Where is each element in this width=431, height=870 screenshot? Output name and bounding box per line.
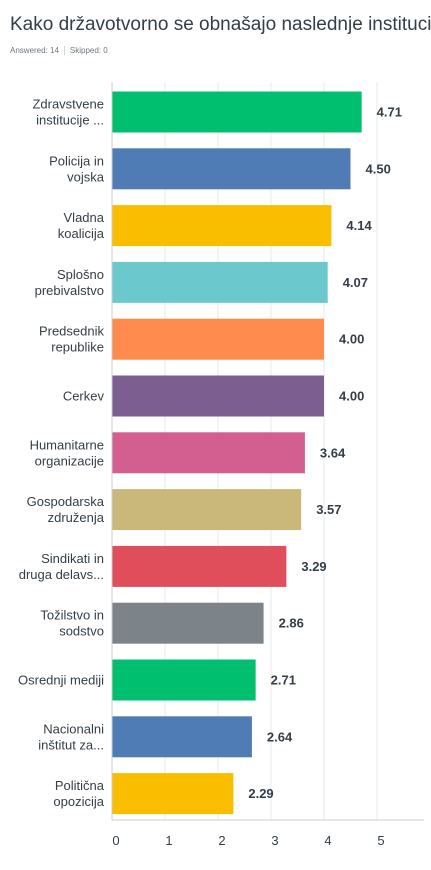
value-label: 2.29 <box>248 786 273 801</box>
x-tick-label: 4 <box>324 833 331 848</box>
category-label-line: Tožilstvo in <box>40 608 104 623</box>
bar <box>112 716 252 758</box>
category-label: Predsednik republike <box>39 324 105 355</box>
value-label: 4.14 <box>346 218 372 233</box>
category-label-line: Cerkev <box>63 389 105 404</box>
value-label: 2.64 <box>267 729 293 744</box>
category-label: Zdravstvene institucije ... <box>32 97 104 128</box>
category-label-line: Splošno <box>57 267 104 282</box>
x-tick-label: 1 <box>165 833 172 848</box>
category-label: Humanitarne organizacije <box>30 437 104 468</box>
category-label-line: opozicija <box>53 794 104 809</box>
category-label: Splošno prebivalstvo <box>35 267 104 298</box>
category-label-line: Predsednik <box>39 324 105 339</box>
bar <box>112 375 324 417</box>
category-label-line: Policija in <box>49 153 104 168</box>
category-label-line: Osrednji mediji <box>18 673 104 688</box>
category-label-line: republike <box>51 340 104 355</box>
bar <box>112 432 305 474</box>
bar <box>112 91 362 133</box>
bar <box>112 489 302 531</box>
bar <box>112 659 256 701</box>
category-label: Policija in vojska <box>49 153 105 184</box>
bar <box>112 318 324 360</box>
category-label: Gospodarska združenja <box>27 494 105 525</box>
response-stats: Answered: 14 Skipped: 0 <box>10 46 108 56</box>
category-label-line: Zdravstvene <box>32 97 104 112</box>
value-label: 3.57 <box>316 502 341 517</box>
value-label: 4.07 <box>343 275 368 290</box>
value-label: 4.50 <box>366 161 391 176</box>
category-label: Politična opozicija <box>53 778 104 809</box>
bar <box>112 773 234 815</box>
bar <box>112 261 328 303</box>
category-label-line: vojska <box>67 169 105 184</box>
chart-title: Kako državotvorno se obnašajo naslednje … <box>10 14 431 35</box>
category-label-line: združenja <box>48 510 105 525</box>
category-label: Osrednji mediji <box>18 673 104 688</box>
category-label-line: Politična <box>55 778 105 793</box>
value-label: 3.29 <box>301 559 326 574</box>
bar <box>112 545 287 587</box>
skipped-count: Skipped: 0 <box>69 46 108 55</box>
value-label: 4.00 <box>339 389 364 404</box>
category-label-line: koalicija <box>58 226 105 241</box>
category-label-line: institucije ... <box>36 113 104 128</box>
category-label: Vladna koalicija <box>58 210 105 241</box>
category-label-line: Nacionalni <box>43 721 104 736</box>
x-tick-label: 0 <box>112 833 119 848</box>
category-label: Cerkev <box>63 389 105 404</box>
value-label: 4.00 <box>339 332 364 347</box>
value-label: 2.71 <box>271 673 296 688</box>
category-label-line: Humanitarne <box>30 437 104 452</box>
bar <box>112 602 264 644</box>
stats-divider <box>63 46 65 56</box>
answered-count: Answered: 14 <box>10 46 59 55</box>
value-label: 3.64 <box>320 445 346 460</box>
category-label: Sindikati in druga delavs... <box>19 551 104 582</box>
category-label-line: Vladna <box>64 210 105 225</box>
category-label-line: organizacije <box>35 453 104 468</box>
category-label-line: Gospodarska <box>27 494 105 509</box>
category-label-line: prebivalstvo <box>35 283 104 298</box>
x-tick-label: 2 <box>218 833 225 848</box>
value-label: 2.86 <box>279 616 304 631</box>
bar <box>112 205 332 247</box>
category-label: Tožilstvo in sodstvo <box>40 608 104 639</box>
bar <box>112 148 351 190</box>
x-tick-label: 5 <box>377 833 384 848</box>
category-label-line: sodstvo <box>59 624 104 639</box>
category-label-line: inštitut za... <box>38 737 104 752</box>
category-label-line: druga delavs... <box>19 567 104 582</box>
category-label-line: Sindikati in <box>41 551 104 566</box>
category-label: Nacionalni inštitut za... <box>38 721 104 752</box>
x-tick-label: 3 <box>271 833 278 848</box>
value-label: 4.71 <box>377 105 402 120</box>
